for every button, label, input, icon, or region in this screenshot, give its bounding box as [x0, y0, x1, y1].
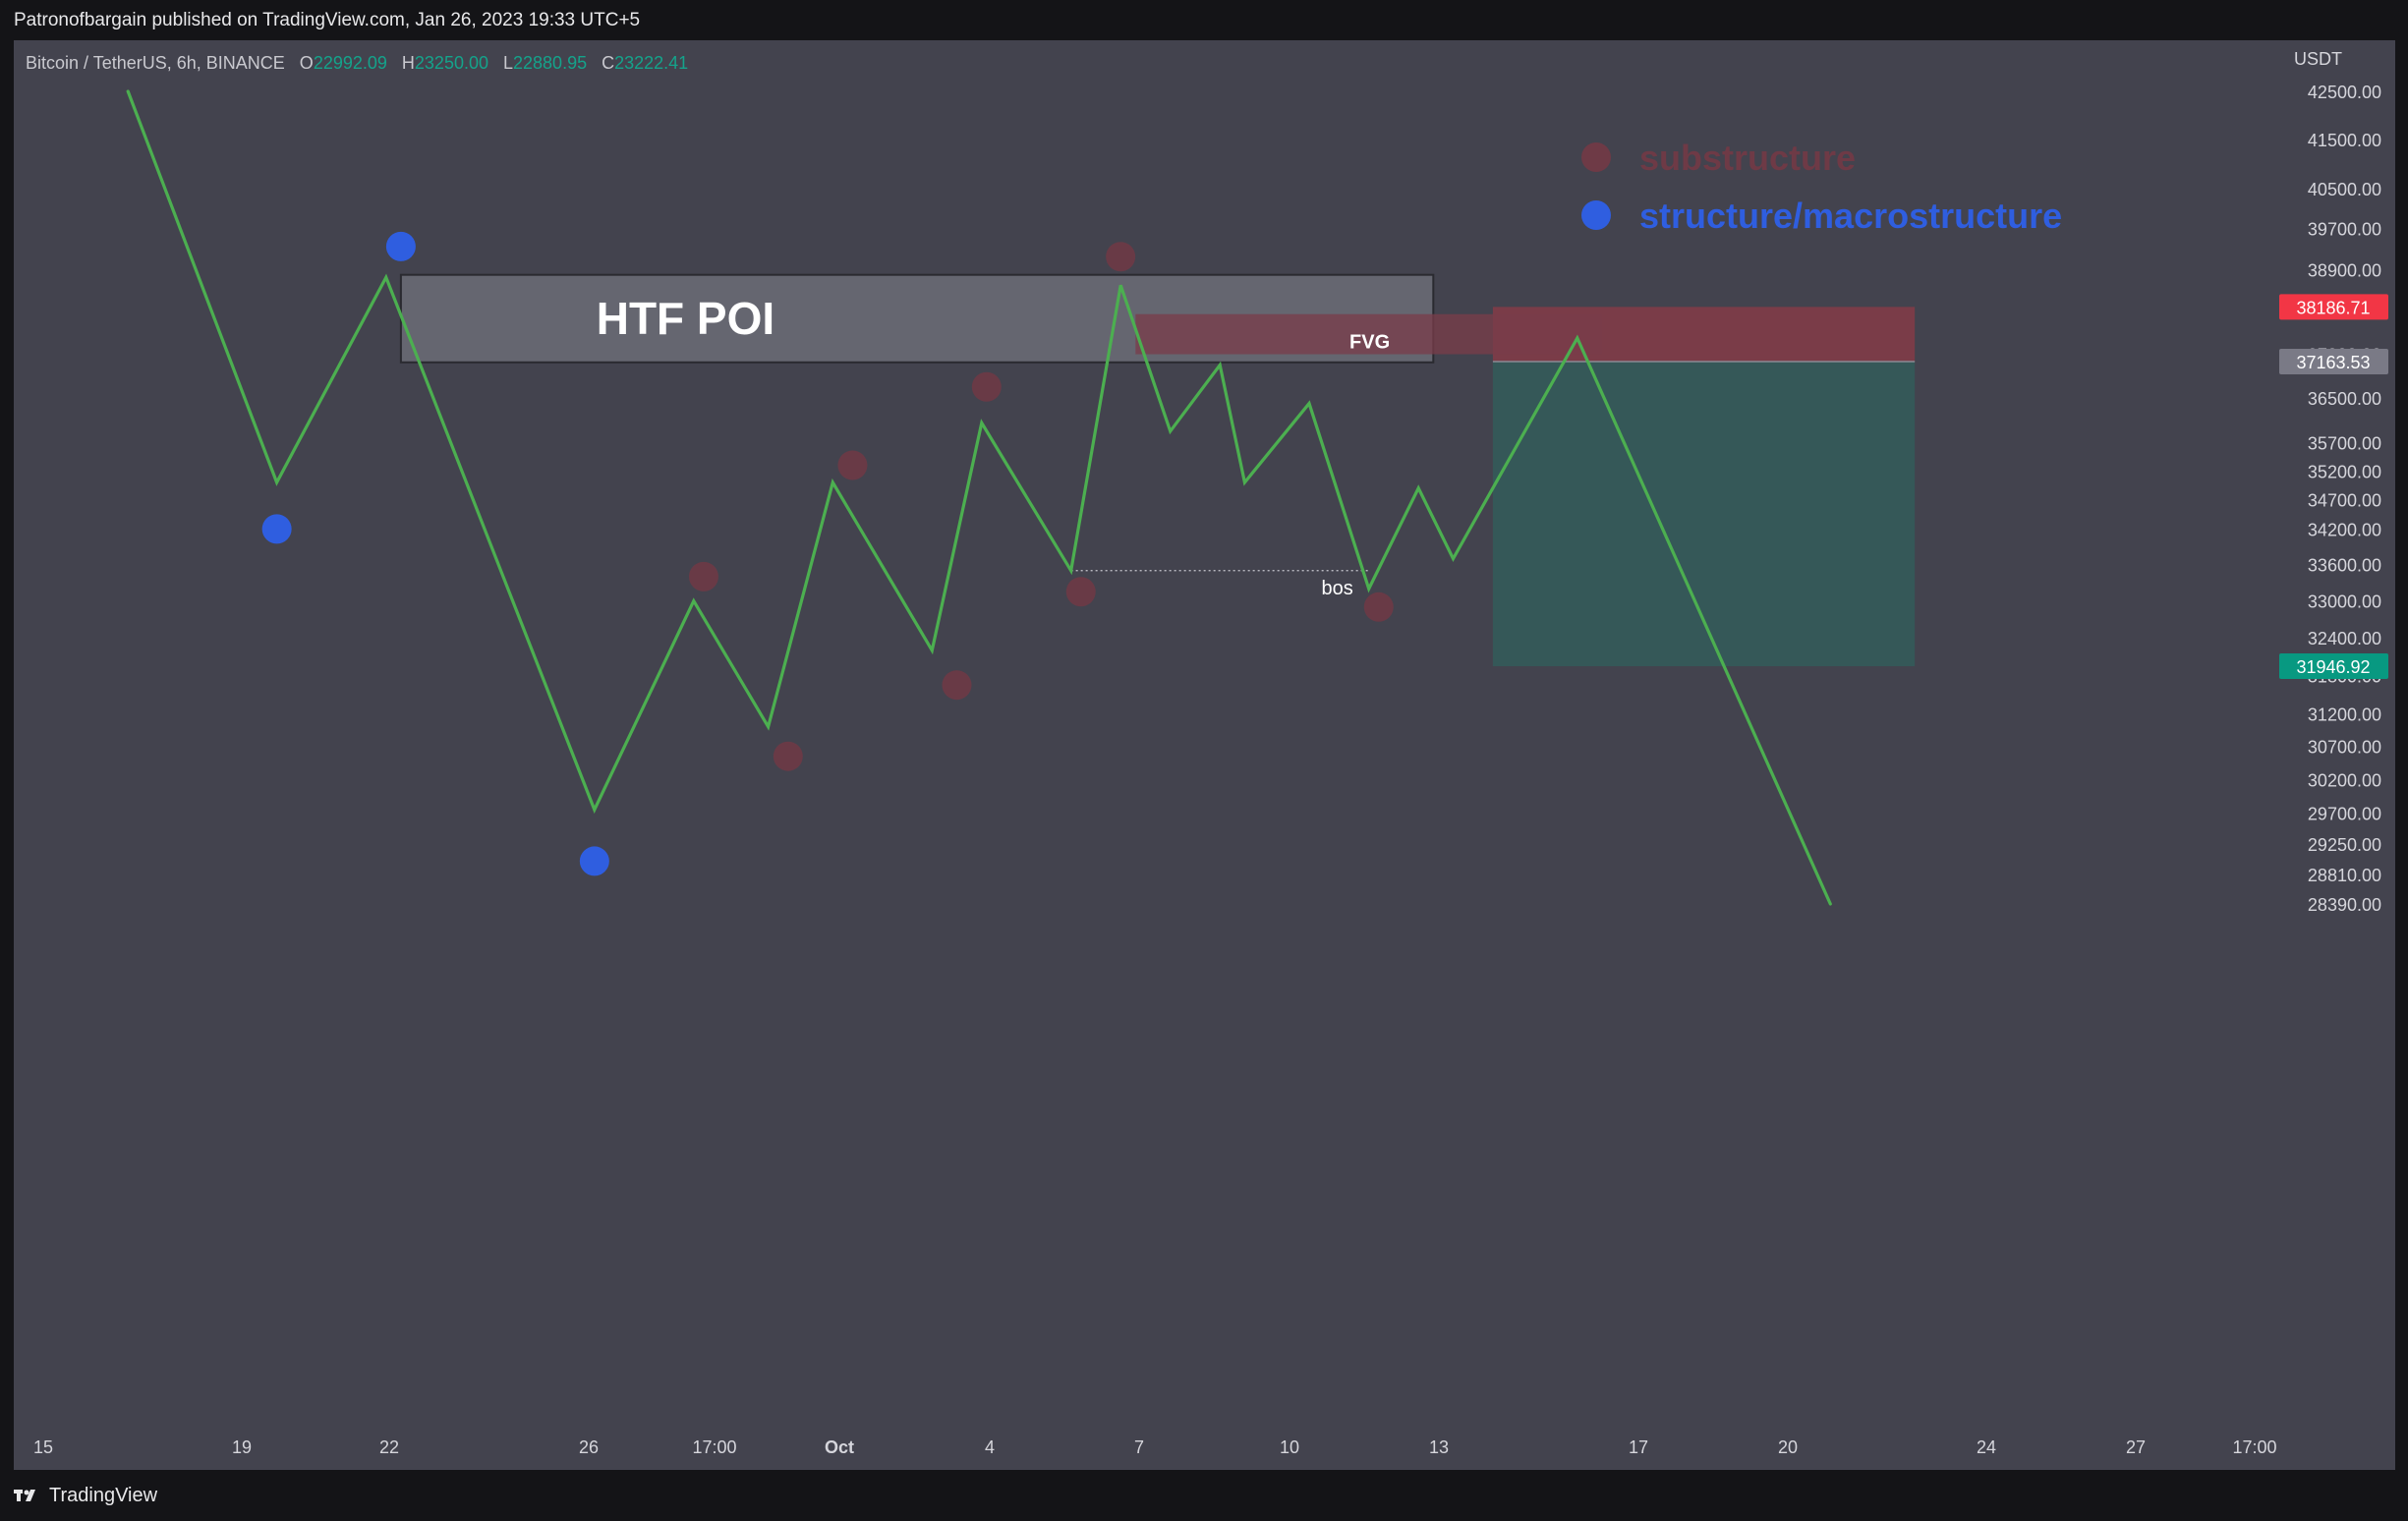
substructure-point-7 [1363, 592, 1394, 622]
x-tick-label-10: 17 [1629, 1437, 1648, 1457]
substructure-point-2 [837, 450, 868, 480]
y-tick-label-8: 35200.00 [2308, 462, 2381, 481]
close-value: 23222.41 [614, 53, 689, 73]
y-tick-label-20: 28810.00 [2308, 866, 2381, 885]
x-tick-label-8: 10 [1280, 1437, 1299, 1457]
entry-price-tag-bg [2279, 349, 2388, 375]
tradingview-logo-icon [14, 1490, 35, 1501]
publisher-line: Patronofbargain published on TradingView… [14, 10, 641, 30]
x-tick-label-6: 4 [985, 1437, 995, 1457]
open-label: O [299, 53, 314, 73]
x-tick-label-12: 24 [1977, 1437, 1996, 1457]
y-tick-label-4: 38900.00 [2308, 260, 2381, 280]
stop-price-tag: 38186.71 [2296, 298, 2370, 317]
y-tick-label-7: 35700.00 [2308, 433, 2381, 453]
y-tick-label-16: 30700.00 [2308, 738, 2381, 758]
fvg-label: FVG [1349, 332, 1390, 354]
target-zone [1492, 362, 1916, 667]
legend-marker-1 [1581, 200, 1611, 230]
substructure-point-4 [971, 371, 1002, 402]
y-tick-label-12: 33000.00 [2308, 592, 2381, 612]
legend-marker-0 [1581, 142, 1611, 172]
htf-poi-label: HTF POI [597, 293, 774, 344]
legend-label-1: structure/macrostructure [1639, 196, 2062, 236]
y-tick-label-13: 32400.00 [2308, 629, 2381, 648]
x-tick-label-2: 22 [379, 1437, 399, 1457]
low-value: 22880.95 [513, 53, 588, 73]
y-tick-label-6: 36500.00 [2308, 389, 2381, 409]
x-tick-label-11: 20 [1778, 1437, 1798, 1457]
y-tick-label-0: 42500.00 [2308, 83, 2381, 102]
y-tick-label-11: 33600.00 [2308, 556, 2381, 576]
substructure-point-6 [1106, 242, 1136, 272]
y-tick-label-19: 29250.00 [2308, 835, 2381, 855]
footer: TradingView [14, 1482, 157, 1509]
x-tick-label-5: Oct [825, 1437, 854, 1457]
substructure-point-5 [1065, 577, 1096, 607]
y-tick-label-3: 39700.00 [2308, 220, 2381, 240]
x-tick-label-1: 19 [232, 1437, 252, 1457]
x-tick-label-14: 17:00 [2232, 1437, 2276, 1457]
y-tick-label-9: 34700.00 [2308, 491, 2381, 511]
stop-price-tag-bg [2279, 294, 2388, 320]
substructure-point-1 [773, 741, 803, 771]
y-tick-label-15: 31200.00 [2308, 705, 2381, 725]
substructure-point-0 [688, 561, 718, 592]
high-label: H [401, 53, 415, 73]
chart-area[interactable]: HTF POI FVG bos substructure structure/macro… [14, 40, 2395, 1470]
entry-price-tag: 37163.53 [2296, 353, 2370, 372]
bos-label: bos [1322, 578, 1353, 599]
x-tick-label-13: 27 [2126, 1437, 2146, 1457]
price-chart[interactable]: HTF POI FVG bos substructure structure/macro… [14, 40, 2395, 1470]
currency-label[interactable]: USDT [2294, 49, 2342, 69]
x-tick-label-3: 26 [579, 1437, 599, 1457]
y-tick-label-18: 29700.00 [2308, 805, 2381, 824]
x-tick-label-7: 7 [1134, 1437, 1144, 1457]
low-label: L [503, 53, 514, 73]
symbol-header[interactable]: Bitcoin / TetherUS, 6h, BINANCE O22992.0… [26, 53, 688, 74]
y-tick-label-17: 30200.00 [2308, 770, 2381, 790]
y-tick-label-21: 28390.00 [2308, 895, 2381, 915]
high-value: 23250.00 [414, 53, 488, 73]
x-tick-label-4: 17:00 [692, 1437, 736, 1457]
fvg-zone [1135, 313, 1602, 355]
target-price-tag: 31946.92 [2296, 657, 2370, 677]
substructure-point-3 [942, 670, 972, 701]
y-tick-label-1: 41500.00 [2308, 131, 2381, 150]
open-value: 22992.09 [313, 53, 387, 73]
x-tick-label-0: 15 [33, 1437, 53, 1457]
x-tick-label-9: 13 [1429, 1437, 1449, 1457]
structure-point-1 [261, 514, 292, 544]
legend-label-0: substructure [1639, 138, 1856, 178]
close-label: C [602, 53, 615, 73]
price-line [126, 89, 1832, 906]
y-tick-label-10: 34200.00 [2308, 520, 2381, 539]
structure-point-0 [385, 231, 416, 261]
symbol-title[interactable]: Bitcoin / TetherUS, 6h, BINANCE [26, 53, 285, 73]
y-tick-label-2: 40500.00 [2308, 180, 2381, 199]
structure-point-2 [579, 846, 609, 876]
tradingview-brand[interactable]: TradingView [49, 1484, 158, 1506]
target-price-tag-bg [2279, 653, 2388, 680]
